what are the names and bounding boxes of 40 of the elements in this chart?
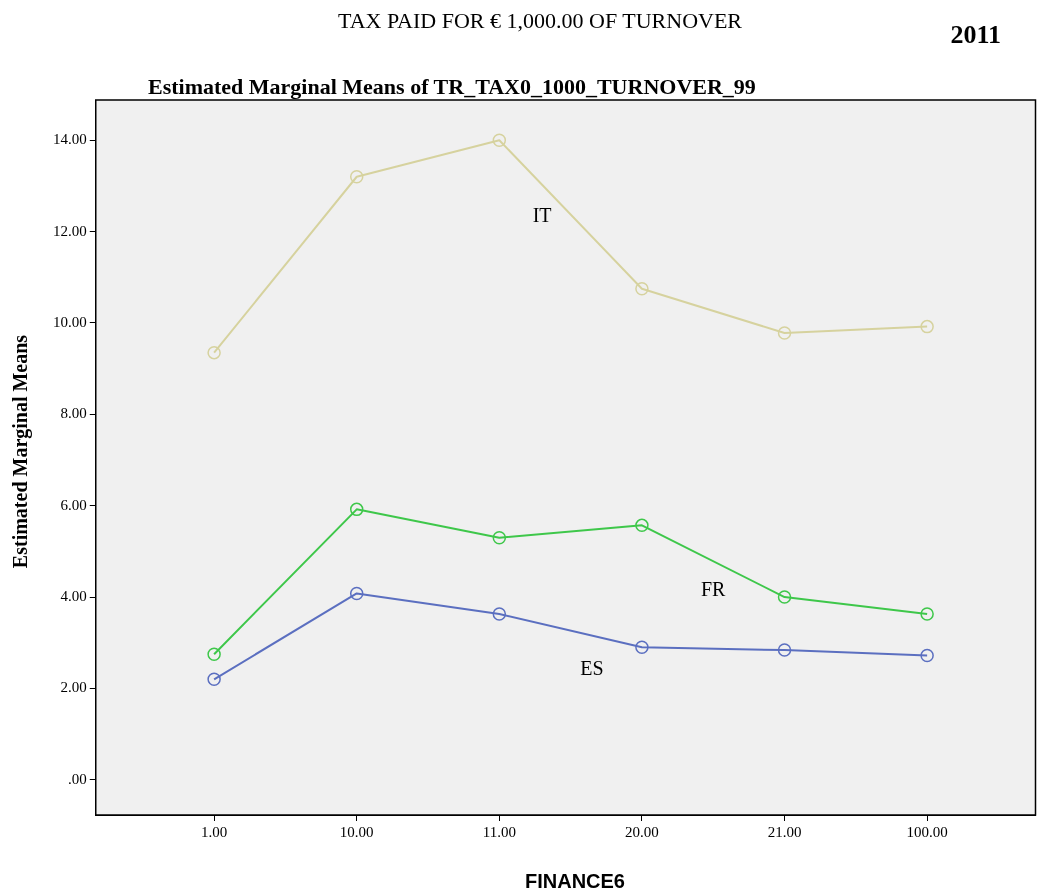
x-tick-label: 1.00 [200,823,228,840]
x-tick-label: 21.00 [767,823,802,840]
point [635,281,649,296]
point [349,502,364,517]
x-tick-label: 10.00 [339,823,374,840]
y-axis-title: Estimated Marginal Means [8,333,32,571]
x-tick-label: 11.00 [482,823,516,840]
y-tick-label: 4.00 [60,588,87,605]
y-tick-label: 12.00 [53,222,87,239]
y-tick-label: 6.00 [60,496,87,513]
y-tick-label: .00 [68,770,87,787]
point [777,326,792,340]
point [920,319,934,334]
series-label: FR [700,578,727,601]
y-tick-label: 10.00 [53,313,87,330]
point [777,643,792,657]
text: 2011 [950,20,1001,50]
x-tick-label: 100.00 [906,823,948,840]
point [635,518,649,533]
point [207,647,221,661]
point [492,530,507,545]
point [349,170,364,184]
point [492,133,507,147]
x-axis-title: FINANCE6 [524,870,626,893]
x-tick-label: 20.00 [625,823,659,840]
y-tick-label: 8.00 [60,405,87,422]
point [207,672,221,687]
series-label: ES [580,656,604,679]
point [349,586,364,601]
series-label: IT [532,204,552,226]
y-tick-label: 14.00 [53,131,87,148]
point [777,590,792,604]
chart-subtitle: Estimated Marginal Means of TR_TAX0_1000_TURNOVER_99 [148,74,756,100]
point [920,607,934,621]
point [920,648,934,663]
chart-title: TAX PAID FOR € 1,000.00 OF TURNOVER [337,8,743,33]
y-tick-label: 2.00 [60,679,87,696]
point [635,640,649,655]
point [492,607,507,621]
point [207,345,221,360]
